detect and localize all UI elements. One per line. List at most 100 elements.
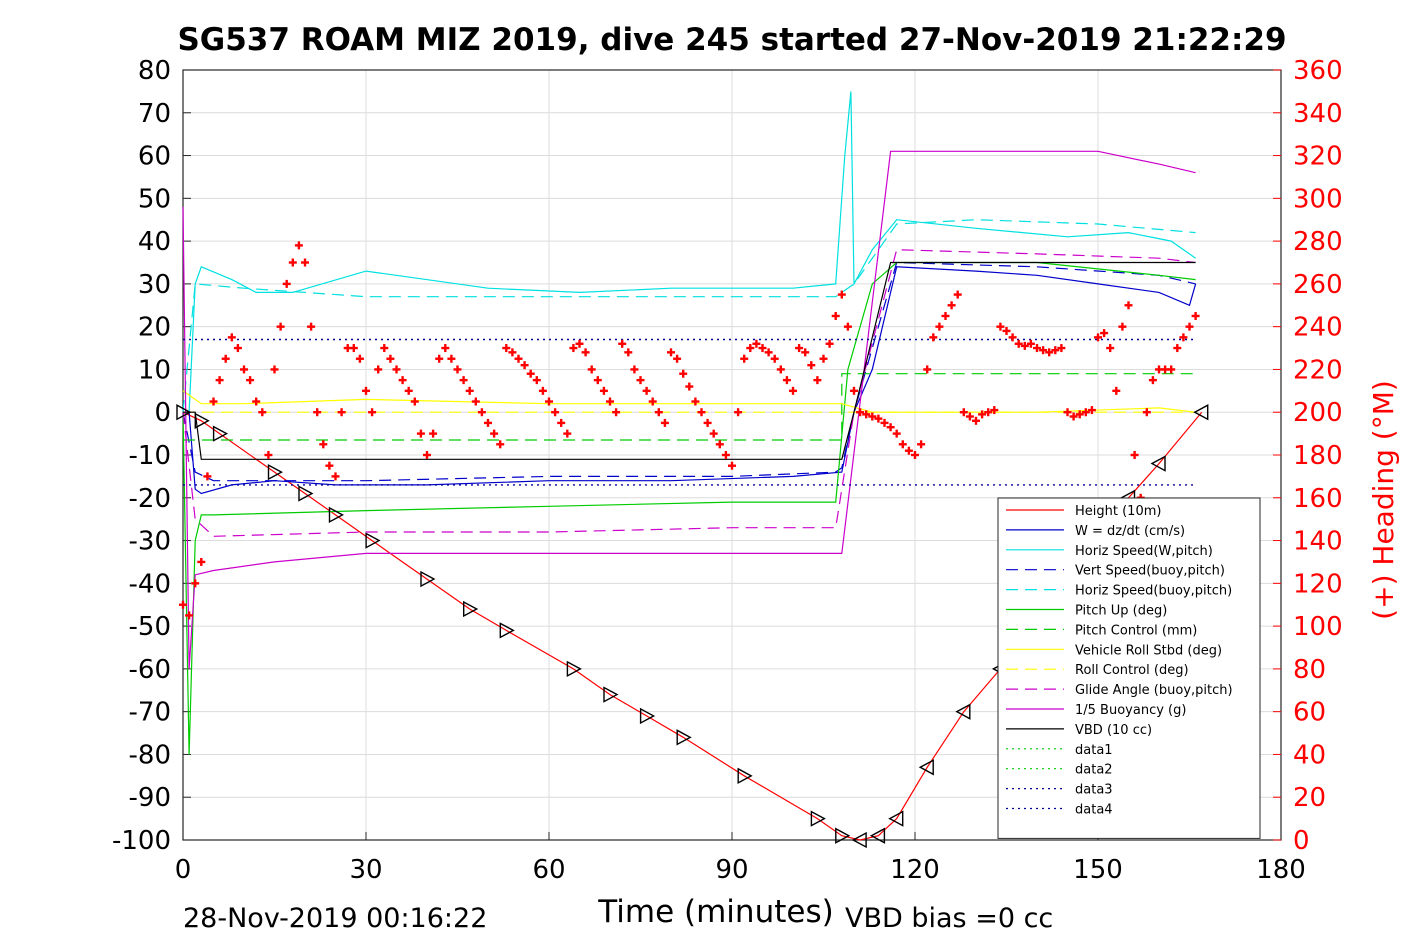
series-glide-angle-buoy-pitch xyxy=(182,249,1196,537)
y-tick-label: -80 xyxy=(129,740,171,770)
height-marker xyxy=(298,485,314,502)
y-right-tick-label: 340 xyxy=(1293,99,1343,129)
height-marker xyxy=(918,759,934,776)
legend-label: Roll Control (deg) xyxy=(1075,663,1189,678)
heading-point xyxy=(404,386,413,395)
heading-point xyxy=(1142,408,1151,417)
series-vehicle-roll-stbd-deg xyxy=(182,390,1196,413)
legend-label: W = dz/dt (cm/s) xyxy=(1075,524,1185,539)
heading-point xyxy=(301,258,309,267)
heading-point xyxy=(1008,333,1017,342)
heading-point xyxy=(1118,322,1127,331)
heading-point xyxy=(984,408,993,417)
heading-point xyxy=(673,354,682,363)
heading-point xyxy=(355,354,364,363)
heading-point xyxy=(990,406,999,415)
heading-point xyxy=(392,365,401,374)
heading-point xyxy=(850,386,858,395)
y-right-tick-label: 80 xyxy=(1293,655,1326,685)
heading-point xyxy=(746,344,755,353)
heading-point xyxy=(508,348,517,357)
y-right-tick-label: 140 xyxy=(1293,527,1343,557)
heading-point xyxy=(1063,408,1072,417)
legend-label: Horiz Speed(buoy,pitch) xyxy=(1075,584,1232,599)
x-tick-label: 180 xyxy=(1256,855,1306,885)
heading-point xyxy=(1075,410,1084,419)
heading-point xyxy=(368,408,377,417)
height-marker xyxy=(566,660,582,678)
heading-point xyxy=(179,600,187,609)
heading-point xyxy=(667,348,675,357)
height-marker xyxy=(365,532,381,549)
y-tick-label: -100 xyxy=(112,826,171,856)
heading-point xyxy=(697,408,706,417)
heading-point xyxy=(654,408,663,417)
heading-point xyxy=(935,322,944,331)
heading-point xyxy=(837,290,846,299)
heading-point xyxy=(941,311,950,320)
heading-point xyxy=(349,344,358,353)
y-tick-label: -30 xyxy=(129,527,171,557)
series-layer xyxy=(182,91,1203,841)
y-right-tick-label: 300 xyxy=(1293,184,1343,214)
heading-point xyxy=(557,418,566,427)
y-tick-label: 50 xyxy=(138,184,171,214)
heading-point xyxy=(465,386,474,395)
heading-point xyxy=(276,322,285,331)
heading-point xyxy=(459,376,468,385)
heading-point xyxy=(843,322,852,331)
heading-point xyxy=(197,557,206,566)
heading-point xyxy=(898,440,907,449)
heading-point xyxy=(813,376,822,385)
heading-point xyxy=(959,408,968,417)
footer-timestamp: 28-Nov-2019 00:16:22 xyxy=(183,903,487,934)
heading-point xyxy=(807,361,816,370)
heading-point xyxy=(599,386,608,395)
heading-point xyxy=(789,386,797,395)
heading-point xyxy=(1014,339,1023,348)
heading-point xyxy=(569,344,578,353)
heading-point xyxy=(447,354,456,363)
heading-point xyxy=(520,361,529,370)
heading-point xyxy=(856,408,865,417)
heading-point xyxy=(606,397,614,406)
legend: Height (10m) W = dz/dt (cm/s) Horiz Speed(… xyxy=(997,497,1261,839)
heading-point xyxy=(904,446,913,455)
series-vert-speed-buoy-pitch xyxy=(182,261,1196,482)
heading-point xyxy=(612,408,621,417)
heading-point xyxy=(258,408,267,417)
y-axis-right-ticks: 3603403203002802602402202001801601401201… xyxy=(1273,56,1343,856)
heading-point xyxy=(532,376,541,385)
y-tick-label: 40 xyxy=(138,227,171,257)
heading-point xyxy=(1039,346,1048,355)
series-vbd-10-cc xyxy=(183,261,1196,460)
series-horiz-speed-w-pitch xyxy=(183,91,1196,413)
series-height-10m xyxy=(182,411,1203,841)
legend-label: Horiz Speed(W,pitch) xyxy=(1075,544,1213,559)
x-tick-label: 150 xyxy=(1073,855,1123,885)
height-marker xyxy=(851,831,867,849)
heading-point xyxy=(264,451,273,459)
x-axis-ticks: 0 30 60 90 120 150 180 xyxy=(175,832,1306,885)
y-right-tick-label: 40 xyxy=(1293,740,1326,770)
legend-label: Vehicle Roll Stbd (deg) xyxy=(1075,643,1222,658)
heading-point xyxy=(1057,344,1066,353)
heading-point xyxy=(929,333,938,342)
height-marker xyxy=(499,622,515,639)
heading-point xyxy=(795,344,804,353)
legend-box xyxy=(997,497,1261,839)
heading-point xyxy=(770,354,779,363)
heading-point xyxy=(538,386,547,395)
heading-point xyxy=(203,472,212,481)
legend-label: Height (10m) xyxy=(1075,504,1161,519)
x-tick-label: 60 xyxy=(532,855,565,885)
heading-point xyxy=(1026,339,1035,348)
heading-point xyxy=(972,416,980,425)
height-marker xyxy=(835,827,851,844)
heading-point xyxy=(477,408,486,417)
heading-point xyxy=(545,397,553,406)
heading-point xyxy=(227,333,236,342)
heading-point xyxy=(429,429,438,438)
y-right-tick-label: 180 xyxy=(1293,441,1343,471)
y-tick-label: -20 xyxy=(129,484,171,514)
